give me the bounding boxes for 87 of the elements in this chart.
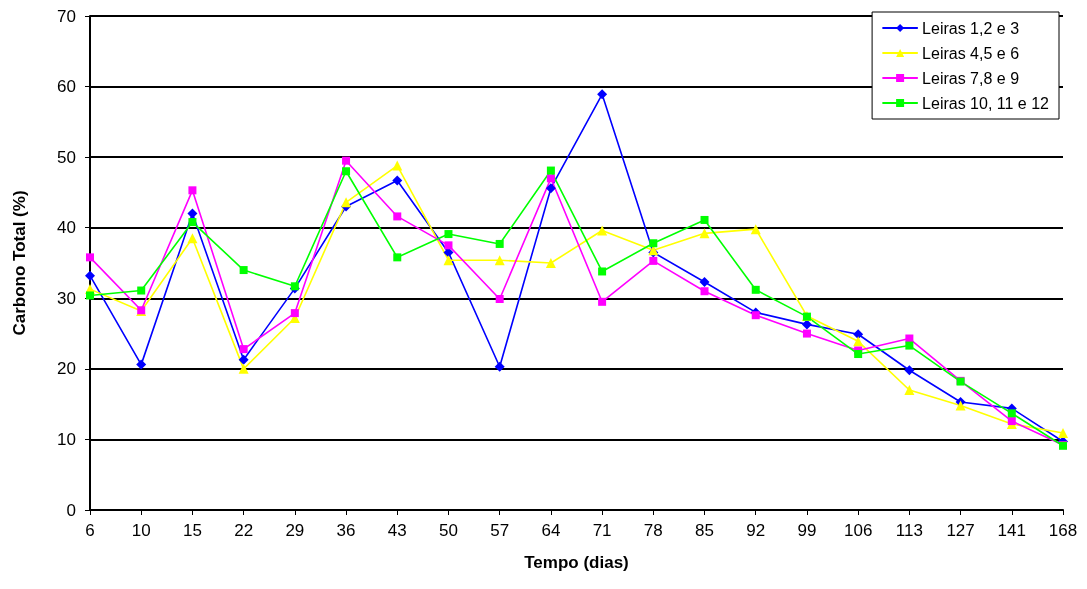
point <box>85 270 95 281</box>
y-axis-title: Carbono Total (%) <box>10 190 29 336</box>
x-tick-label: 29 <box>285 521 305 540</box>
y-tick-label: 10 <box>57 429 76 449</box>
point <box>699 228 710 239</box>
x-tick-label: 22 <box>234 521 254 540</box>
point <box>495 239 504 248</box>
x-tick-label: 141 <box>997 521 1026 540</box>
point <box>239 345 248 354</box>
x-tick-label: 106 <box>843 521 873 540</box>
point <box>238 363 249 374</box>
point <box>290 309 299 318</box>
point <box>598 297 607 306</box>
x-tick-label: 57 <box>490 521 510 540</box>
point <box>188 218 197 227</box>
point <box>444 241 453 250</box>
point <box>853 329 864 340</box>
x-tick-label: 43 <box>387 521 407 540</box>
point <box>904 385 915 396</box>
point <box>700 215 709 224</box>
x-tick-label: 36 <box>336 521 356 540</box>
point <box>188 186 197 195</box>
point <box>494 361 505 372</box>
x-tick-label: 92 <box>746 521 766 540</box>
point <box>86 253 94 262</box>
point <box>649 256 658 265</box>
point <box>750 224 761 235</box>
point <box>393 253 402 262</box>
legend-label: Leiras 4,5 e 6 <box>922 44 1020 62</box>
point <box>342 156 351 165</box>
point <box>700 287 709 296</box>
point <box>393 212 402 221</box>
x-tick-label: 64 <box>541 521 561 540</box>
point <box>802 329 811 338</box>
point <box>905 341 914 350</box>
y-tick-label: 50 <box>57 147 76 167</box>
x-tick-label: 168 <box>1048 521 1078 540</box>
y-tick-label: 60 <box>57 77 76 97</box>
point <box>136 359 147 370</box>
point <box>495 294 504 303</box>
point <box>545 258 556 268</box>
point <box>187 208 198 219</box>
point <box>649 239 658 248</box>
y-tick-label: 70 <box>57 6 76 26</box>
x-tick-label: 99 <box>797 521 817 540</box>
point <box>342 167 351 176</box>
point <box>392 175 403 186</box>
point <box>597 89 608 100</box>
point <box>598 267 607 276</box>
legend-label: Leiras 10, 11 e 12 <box>922 94 1050 112</box>
y-tick-label: 40 <box>57 218 76 238</box>
point <box>238 354 249 365</box>
y-tick-label: 0 <box>66 500 76 520</box>
x-axis-title: Tempo (dias) <box>524 553 629 572</box>
point <box>341 197 352 208</box>
x-tick-label: 15 <box>182 521 202 540</box>
x-tick-label: 6 <box>85 521 95 540</box>
point <box>751 285 760 294</box>
point <box>546 166 555 175</box>
x-tick-label: 78 <box>643 521 663 540</box>
point <box>854 350 863 359</box>
x-tick-label: 113 <box>895 521 923 540</box>
point <box>1007 409 1016 418</box>
point <box>137 286 146 295</box>
x-tick-label: 71 <box>592 521 612 540</box>
legend-label: Leiras 7,8 e 9 <box>922 69 1020 87</box>
point <box>392 160 403 171</box>
point <box>239 266 248 275</box>
x-tick-label: 50 <box>439 521 458 540</box>
x-tick-label: 127 <box>946 521 975 540</box>
point <box>443 255 454 266</box>
point <box>597 225 608 236</box>
point <box>1058 428 1068 439</box>
x-tick-label: 85 <box>695 521 714 540</box>
point <box>86 291 94 300</box>
point <box>699 277 710 288</box>
x-tick-label: 10 <box>131 521 151 540</box>
point <box>751 311 760 320</box>
point <box>187 233 198 244</box>
point <box>494 255 505 266</box>
point <box>545 183 556 194</box>
y-tick-label: 20 <box>57 359 76 379</box>
point <box>444 230 453 239</box>
point <box>904 365 915 376</box>
y-tick-label: 30 <box>57 288 76 308</box>
point <box>853 336 864 347</box>
legend-label: Leiras 1,2 e 3 <box>922 19 1020 37</box>
